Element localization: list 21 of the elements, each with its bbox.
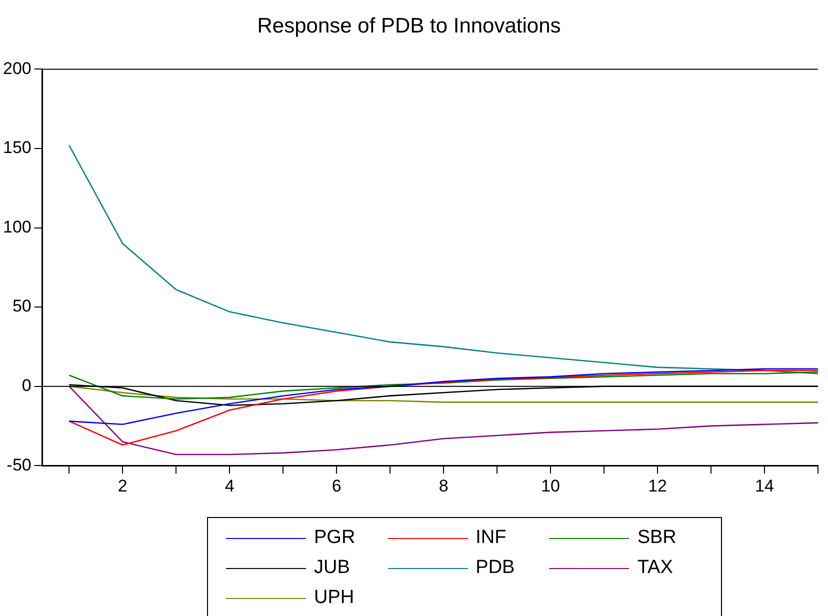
- y-tick-label: -50: [6, 455, 32, 474]
- chart-title: Response of PDB to Innovations: [257, 14, 561, 38]
- y-tick-label: 100: [2, 217, 32, 236]
- x-tick-label: 8: [438, 476, 448, 496]
- y-tick-label: 200: [2, 58, 32, 78]
- legend-label: JUB: [314, 557, 350, 579]
- x-tick-label: 10: [541, 476, 560, 496]
- legend-label: TAX: [637, 557, 673, 579]
- legend-label: SBR: [637, 527, 676, 549]
- y-tick-label: 150: [2, 138, 32, 158]
- x-tick-label: 4: [224, 476, 234, 496]
- legend-label: PDB: [476, 557, 515, 579]
- legend-label: UPH: [314, 587, 354, 609]
- legend-label: PGR: [314, 527, 356, 549]
- x-tick-label: 6: [332, 476, 342, 496]
- x-tick-label: 2: [118, 476, 128, 496]
- y-tick-label: 0: [22, 376, 32, 396]
- legend-label: INF: [476, 527, 506, 549]
- y-tick-label: 50: [12, 296, 32, 316]
- x-tick-label: 14: [755, 476, 774, 496]
- x-tick-label: 12: [648, 476, 667, 496]
